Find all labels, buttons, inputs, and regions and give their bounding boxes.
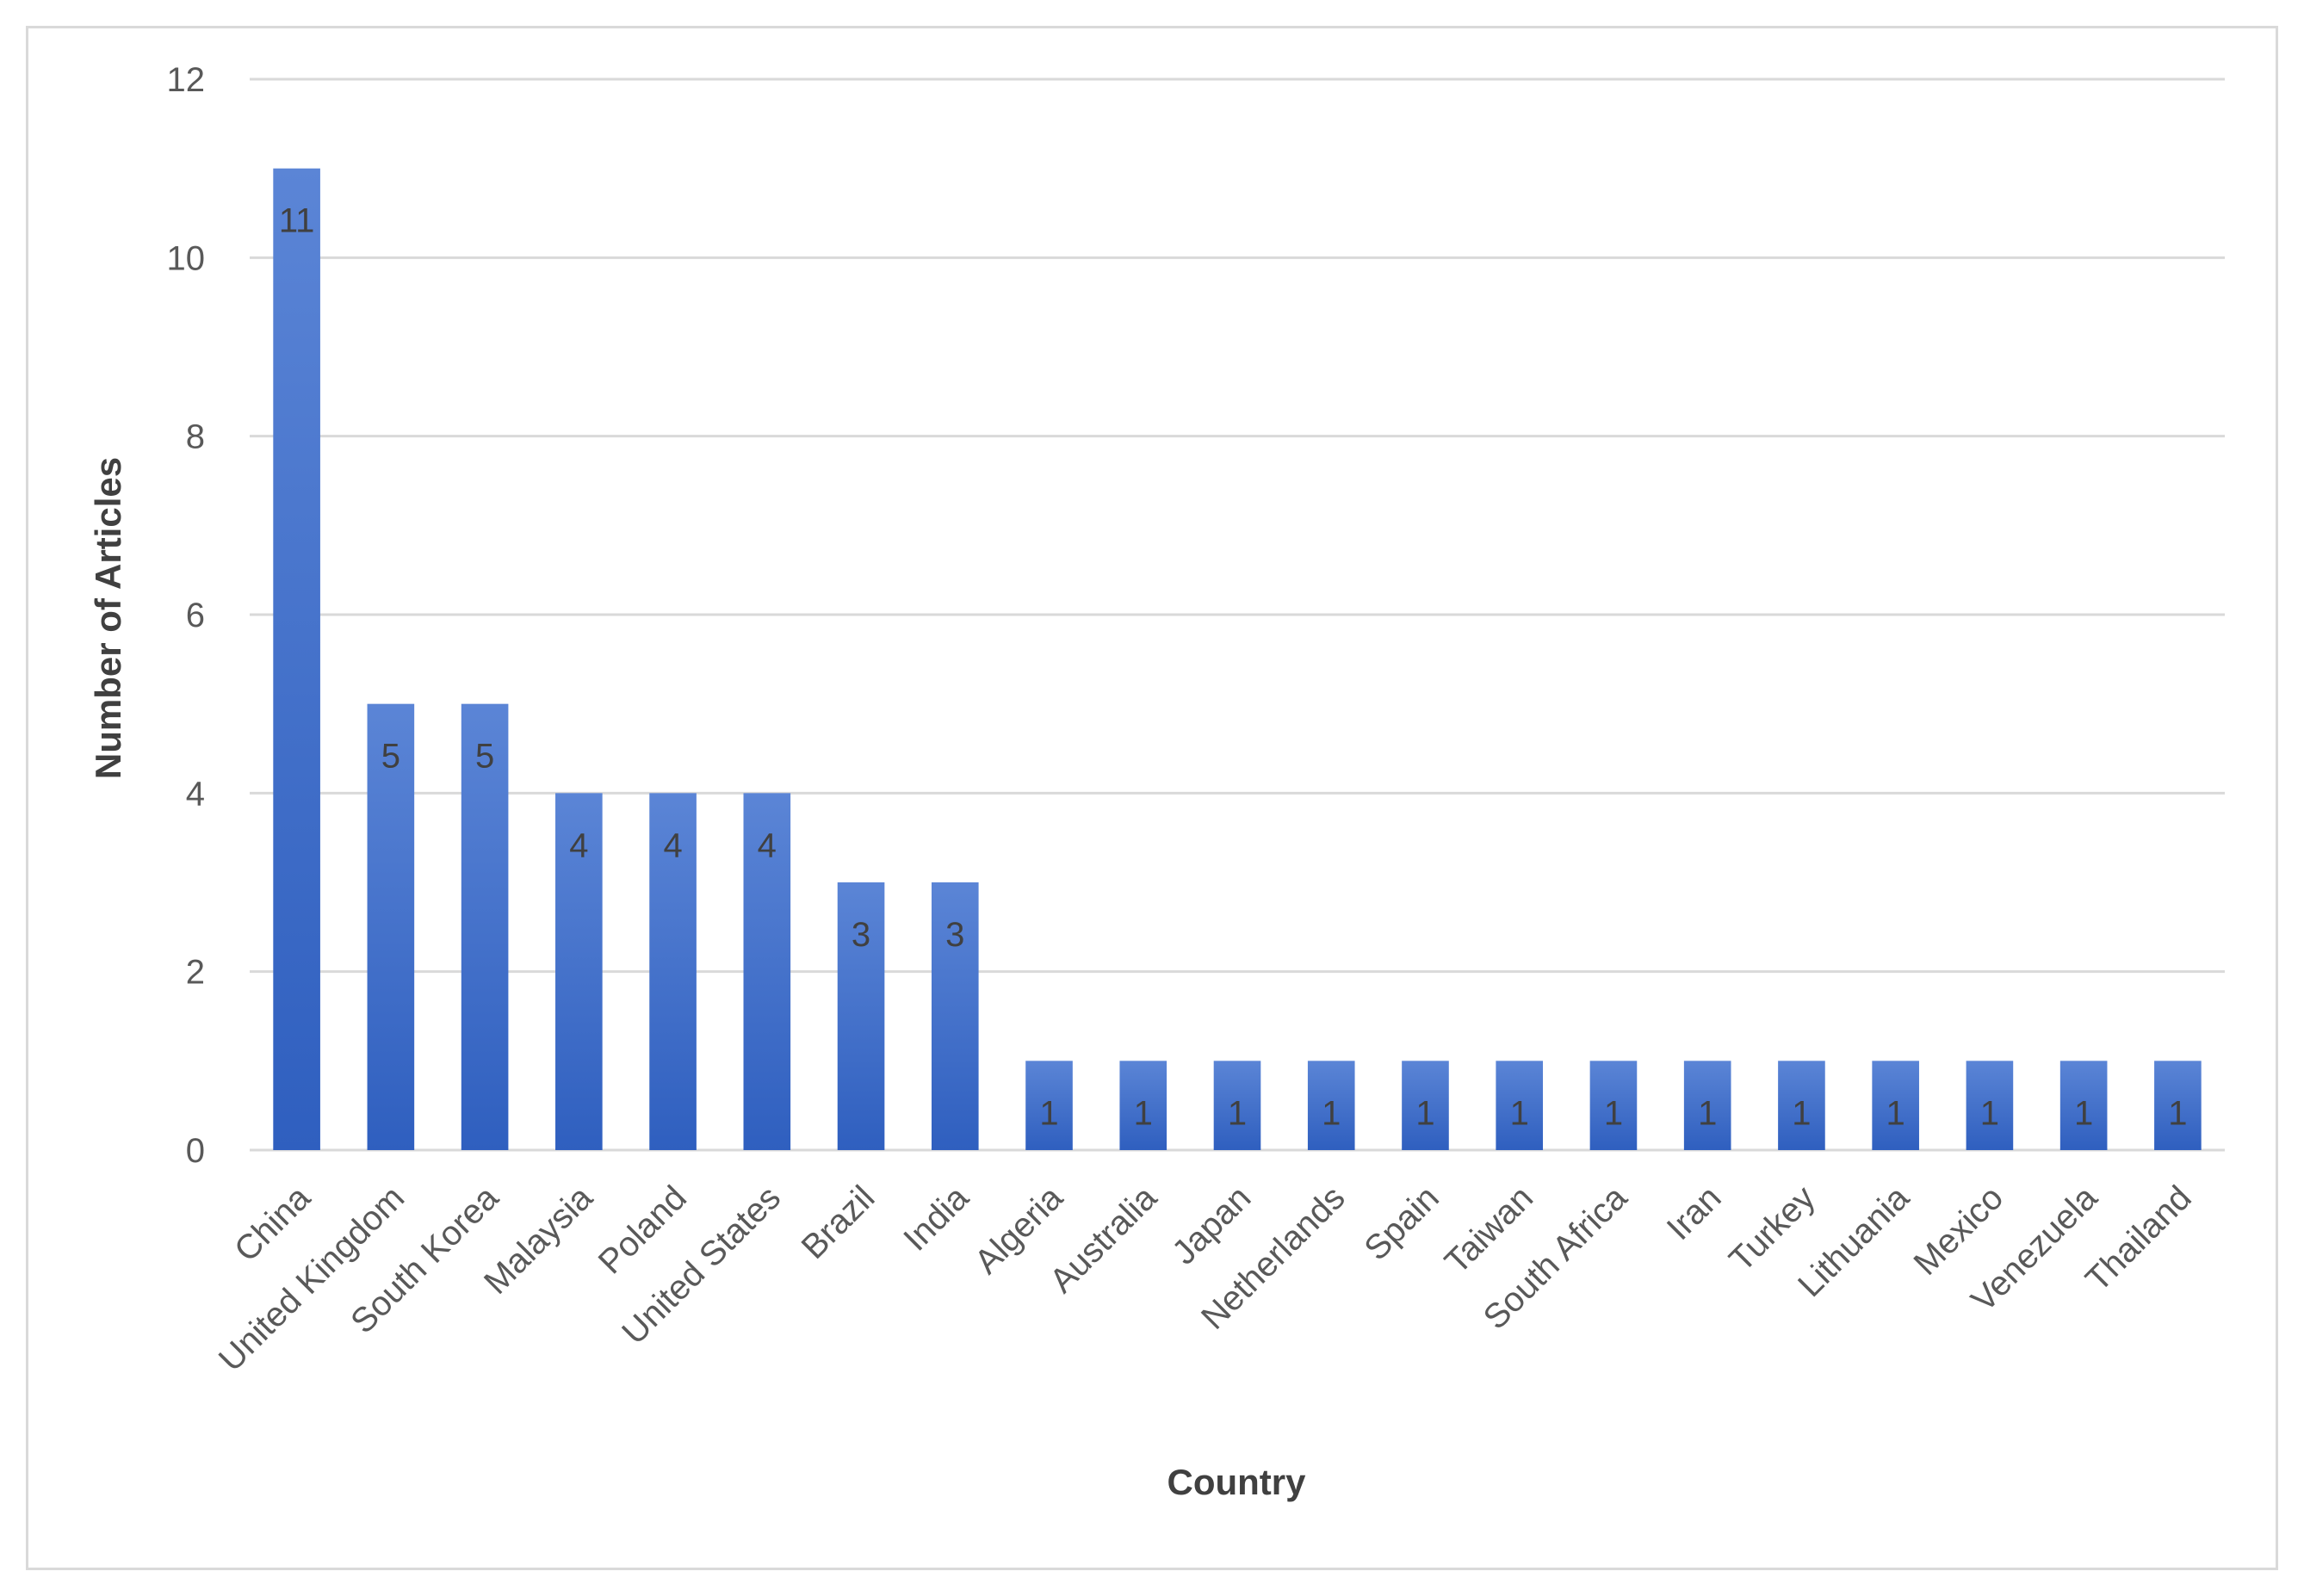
data-label: 4: [569, 826, 588, 864]
bar-spain: [1402, 1061, 1449, 1150]
bar-venezuela: [2059, 1061, 2108, 1150]
bar-taiwan: [1496, 1061, 1544, 1150]
y-axis-title: Number of Articles: [88, 457, 128, 779]
bar-china: [273, 168, 320, 1151]
data-label: 1: [2074, 1094, 2093, 1132]
bar-japan: [1213, 1061, 1261, 1150]
bars: [273, 168, 2202, 1151]
bar-mexico: [1966, 1061, 2014, 1150]
data-label: 5: [381, 738, 400, 776]
data-label: 4: [663, 826, 682, 864]
bar-poland: [649, 793, 697, 1150]
x-tick-label: Japan: [1165, 1178, 1258, 1271]
bar-iran: [1683, 1061, 1731, 1150]
data-label: 1: [1415, 1094, 1434, 1132]
data-label: 1: [1698, 1094, 1717, 1132]
data-label: 1: [1604, 1094, 1623, 1132]
y-tick-label: 8: [186, 418, 205, 456]
data-label: 1: [1886, 1094, 1905, 1132]
data-label: 5: [475, 738, 494, 776]
bar-malaysia: [555, 793, 603, 1150]
bar-turkey: [1778, 1061, 1825, 1150]
bar-south-korea: [461, 703, 509, 1150]
data-label: 11: [279, 202, 315, 240]
gridlines: [250, 77, 2225, 1152]
bar-united-kingdom: [367, 703, 415, 1150]
bar-south-africa: [1589, 1061, 1638, 1150]
bar-australia: [1119, 1061, 1167, 1150]
x-axis-title: Country: [1167, 1462, 1307, 1502]
bar-algeria: [1025, 1061, 1073, 1150]
y-axis-ticks: 0 2 4 6 8 10 12: [167, 61, 206, 1170]
data-label: 1: [1980, 1094, 1999, 1132]
data-label: 3: [852, 916, 870, 954]
data-labels: 115 54 4 43 31 1 1 1 1 1 1 1 1 1 1 1 1: [279, 202, 2188, 1133]
bar-netherlands: [1307, 1061, 1355, 1150]
x-tick-label: Thailand: [2078, 1178, 2199, 1299]
x-tick-label: Brazil: [795, 1178, 883, 1266]
data-label: 1: [1039, 1094, 1058, 1132]
y-tick-label: 0: [186, 1132, 205, 1170]
x-tick-label: Iran: [1660, 1178, 1729, 1247]
x-tick-label: Spain: [1357, 1178, 1446, 1267]
data-label: 1: [1228, 1094, 1247, 1132]
bar-brazil: [837, 882, 885, 1150]
bar-india: [931, 882, 979, 1150]
data-label: 1: [1510, 1094, 1529, 1132]
data-label: 1: [1322, 1094, 1341, 1132]
bar-united-states: [743, 793, 791, 1150]
x-tick-label: China: [227, 1178, 319, 1270]
x-tick-label: India: [896, 1178, 976, 1259]
y-tick-label: 4: [186, 775, 205, 813]
y-tick-label: 6: [186, 597, 205, 634]
data-label: 4: [758, 826, 777, 864]
bar-lithuania: [1872, 1061, 1919, 1150]
y-tick-label: 2: [186, 954, 205, 992]
data-label: 3: [945, 916, 964, 954]
bar-thailand: [2154, 1061, 2202, 1150]
data-label: 1: [1134, 1094, 1153, 1132]
data-label: 1: [2168, 1094, 2187, 1132]
y-tick-label: 12: [167, 61, 206, 99]
data-label: 1: [1792, 1094, 1811, 1132]
y-tick-label: 10: [167, 239, 206, 277]
